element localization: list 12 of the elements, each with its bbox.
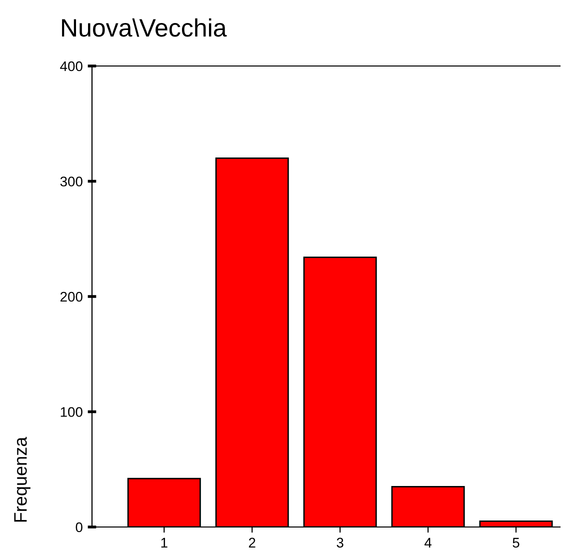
y-tick-label: 200	[60, 292, 82, 302]
y-tick-label: 400	[60, 61, 82, 72]
chart-title: Nuova\Vecchia	[62, 18, 227, 37]
y-tick-label: 100	[60, 407, 82, 417]
x-tick-label: 4	[424, 538, 432, 548]
x-tick-label: 3	[336, 538, 344, 548]
y-tick-label: 0	[76, 522, 82, 532]
y-axis-title: Frequenza	[14, 436, 30, 522]
y-tick-label: 300	[60, 176, 82, 186]
x-tick-label: 1	[161, 538, 168, 548]
x-tick-label: 2	[248, 538, 256, 548]
x-tick-label: 5	[512, 538, 520, 548]
